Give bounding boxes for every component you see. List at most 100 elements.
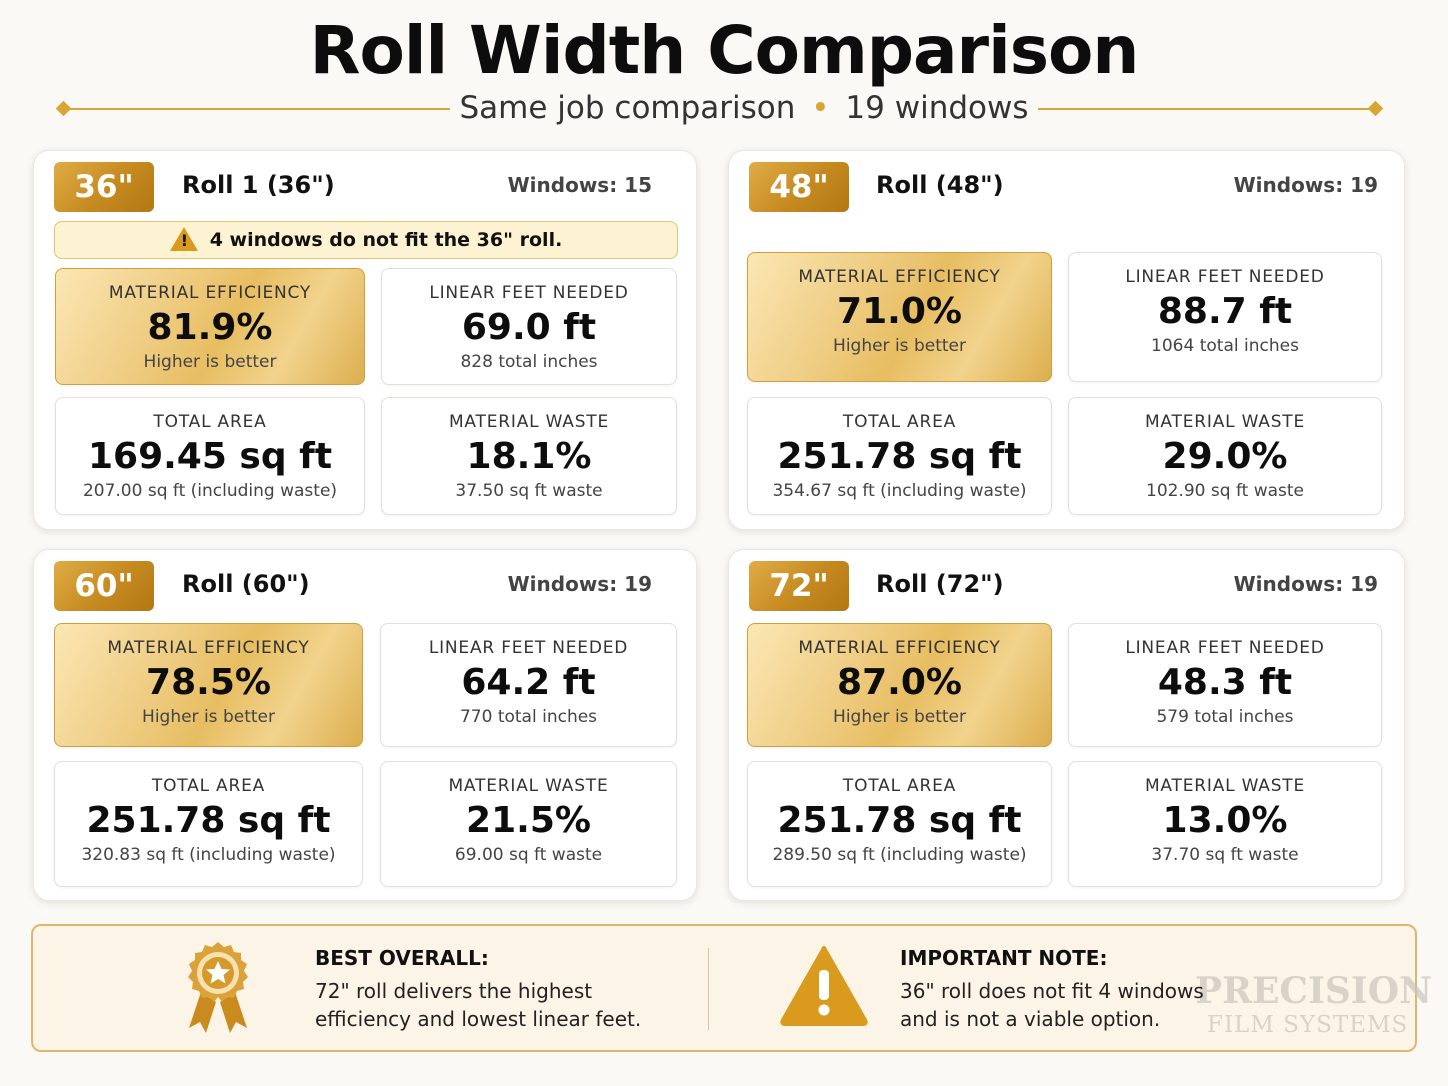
efficiency-label: MATERIAL EFFICIENCY xyxy=(107,638,310,658)
total-area-note: 320.83 sq ft (including waste) xyxy=(81,845,336,865)
waste-note: 69.00 sq ft waste xyxy=(454,845,603,865)
watermark-main: PRECISION xyxy=(1195,970,1433,1012)
total-area-card: TOTAL AREA 169.45 sq ft 207.00 sq ft (in… xyxy=(55,397,365,515)
total-area-value: 251.78 sq ft xyxy=(86,800,331,841)
waste-note: 37.70 sq ft waste xyxy=(1151,845,1299,865)
roll-title: Roll (48") xyxy=(876,171,1004,199)
efficiency-note: Higher is better xyxy=(833,707,966,727)
fit-warning-banner: ! 4 windows do not fit the 36" roll. xyxy=(54,221,678,259)
linear-feet-label: LINEAR FEET NEEDED xyxy=(1125,638,1325,658)
total-area-label: TOTAL AREA xyxy=(151,776,266,796)
roll-width-badge: 60" xyxy=(54,561,154,611)
waste-value: 18.1% xyxy=(466,436,592,477)
total-area-value: 251.78 sq ft xyxy=(777,436,1022,477)
waste-label: MATERIAL WASTE xyxy=(1144,776,1306,796)
summary-footer: BEST OVERALL: 72" roll delivers the high… xyxy=(31,924,1432,1052)
waste-label: MATERIAL WASTE xyxy=(448,412,610,432)
award-medal-icon xyxy=(188,942,248,1033)
efficiency-note: Higher is better xyxy=(143,352,277,372)
linear-feet-card: LINEAR FEET NEEDED 48.3 ft 579 total inc… xyxy=(1068,623,1382,747)
best-overall-line-1: 72" roll delivers the highest xyxy=(315,979,593,1003)
fit-warning-text: 4 windows do not fit the 36" roll. xyxy=(209,229,563,251)
waste-card: MATERIAL WASTE 13.0% 37.70 sq ft waste xyxy=(1068,761,1382,887)
roll-title: Roll 1 (36") xyxy=(182,171,335,199)
warning-icon: ! xyxy=(169,227,198,251)
roll-title: Roll (60") xyxy=(182,570,310,598)
total-area-note: 207.00 sq ft (including waste) xyxy=(82,481,338,501)
linear-feet-card: LINEAR FEET NEEDED 69.0 ft 828 total inc… xyxy=(381,268,677,385)
diamond-ornament-left xyxy=(55,100,72,117)
efficiency-card: MATERIAL EFFICIENCY 78.5% Higher is bett… xyxy=(54,623,363,747)
waste-label: MATERIAL WASTE xyxy=(1144,412,1306,432)
linear-feet-note: 579 total inches xyxy=(1156,707,1294,727)
linear-feet-value: 69.0 ft xyxy=(461,307,597,348)
roll-width-badge: 48" xyxy=(749,162,849,212)
windows-count: Windows: 15 xyxy=(507,173,652,197)
linear-feet-label: LINEAR FEET NEEDED xyxy=(1125,267,1325,287)
total-area-card: TOTAL AREA 251.78 sq ft 289.50 sq ft (in… xyxy=(747,761,1052,887)
linear-feet-note: 1064 total inches xyxy=(1151,336,1299,356)
efficiency-card: MATERIAL EFFICIENCY 71.0% Higher is bett… xyxy=(747,252,1052,382)
windows-count: Windows: 19 xyxy=(507,572,652,596)
roll-panel-60: 60" Roll (60") Windows: 19 MATERIAL EFFI… xyxy=(33,549,697,901)
linear-feet-value: 48.3 ft xyxy=(1157,662,1293,703)
subtitle-row: Same job comparison • 19 windows xyxy=(0,90,1448,130)
warning-triangle-icon xyxy=(780,946,868,1026)
divider-line-right xyxy=(1038,108,1378,110)
efficiency-label: MATERIAL EFFICIENCY xyxy=(798,267,1001,287)
watermark-sub: FILM SYSTEMS xyxy=(1207,1012,1409,1038)
efficiency-value: 71.0% xyxy=(837,291,962,332)
total-area-note: 354.67 sq ft (including waste) xyxy=(772,481,1027,501)
subtitle-left: Same job comparison xyxy=(459,90,796,126)
linear-feet-value: 64.2 ft xyxy=(461,662,596,703)
efficiency-label: MATERIAL EFFICIENCY xyxy=(108,283,312,303)
linear-feet-label: LINEAR FEET NEEDED xyxy=(428,638,629,658)
windows-count: Windows: 19 xyxy=(1233,173,1378,197)
waste-note: 102.90 sq ft waste xyxy=(1146,481,1304,501)
efficiency-value: 87.0% xyxy=(837,662,962,703)
linear-feet-card: LINEAR FEET NEEDED 88.7 ft 1064 total in… xyxy=(1068,252,1382,382)
total-area-label: TOTAL AREA xyxy=(153,412,267,432)
subtitle-right: 19 windows xyxy=(845,90,1029,126)
efficiency-note: Higher is better xyxy=(833,336,966,356)
efficiency-value: 78.5% xyxy=(146,662,271,703)
linear-feet-note: 770 total inches xyxy=(459,707,598,727)
diamond-ornament-right xyxy=(1367,100,1384,117)
footer-divider xyxy=(708,948,709,1030)
total-area-card: TOTAL AREA 251.78 sq ft 354.67 sq ft (in… xyxy=(747,397,1052,515)
roll-panel-48: 48" Roll (48") Windows: 19 MATERIAL EFFI… xyxy=(728,150,1405,530)
subtitle: Same job comparison • 19 windows xyxy=(450,90,1038,126)
page-title: Roll Width Comparison xyxy=(309,12,1140,89)
efficiency-label: MATERIAL EFFICIENCY xyxy=(798,638,1001,658)
subtitle-separator: • xyxy=(811,90,830,126)
efficiency-card: MATERIAL EFFICIENCY 87.0% Higher is bett… xyxy=(747,623,1052,747)
linear-feet-label: LINEAR FEET NEEDED xyxy=(429,283,629,303)
waste-card: MATERIAL WASTE 29.0% 102.90 sq ft waste xyxy=(1068,397,1382,515)
waste-value: 29.0% xyxy=(1162,436,1288,477)
roll-title: Roll (72") xyxy=(876,570,1004,598)
important-note-line-1: 36" roll does not fit 4 windows xyxy=(900,979,1204,1003)
efficiency-value: 81.9% xyxy=(147,307,273,348)
waste-label: MATERIAL WASTE xyxy=(448,776,609,796)
best-overall-title: BEST OVERALL: xyxy=(315,946,489,970)
roll-panel-72: 72" Roll (72") Windows: 19 MATERIAL EFFI… xyxy=(728,549,1405,901)
waste-card: MATERIAL WASTE 21.5% 69.00 sq ft waste xyxy=(380,761,677,887)
best-overall-line-2: efficiency and lowest linear feet. xyxy=(315,1007,642,1031)
important-note-title: IMPORTANT NOTE: xyxy=(900,946,1108,970)
waste-card: MATERIAL WASTE 18.1% 37.50 sq ft waste xyxy=(381,397,677,515)
total-area-value: 169.45 sq ft xyxy=(87,436,333,477)
waste-value: 13.0% xyxy=(1162,800,1288,841)
total-area-value: 251.78 sq ft xyxy=(777,800,1022,841)
total-area-note: 289.50 sq ft (including waste) xyxy=(772,845,1027,865)
linear-feet-value: 88.7 ft xyxy=(1157,291,1293,332)
total-area-label: TOTAL AREA xyxy=(842,776,957,796)
roll-panel-36: 36" Roll 1 (36") Windows: 15 ! 4 windows … xyxy=(33,150,697,530)
linear-feet-card: LINEAR FEET NEEDED 64.2 ft 770 total inc… xyxy=(380,623,677,747)
waste-value: 21.5% xyxy=(466,800,591,841)
roll-width-badge: 36" xyxy=(54,162,154,212)
total-area-label: TOTAL AREA xyxy=(842,412,957,432)
divider-line-left xyxy=(64,108,450,110)
efficiency-note: Higher is better xyxy=(142,707,275,727)
roll-width-badge: 72" xyxy=(749,561,849,611)
waste-note: 37.50 sq ft waste xyxy=(455,481,603,501)
